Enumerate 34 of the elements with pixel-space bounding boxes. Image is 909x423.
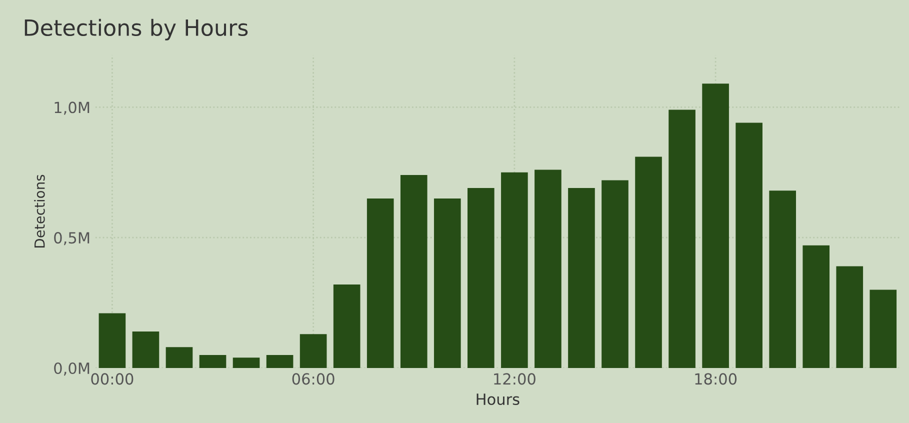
x-tick-label: 12:00 [494, 373, 536, 385]
bar [400, 174, 428, 368]
bar [534, 170, 562, 368]
y-tick-label: 0,5M [54, 232, 90, 246]
bar [568, 188, 595, 368]
bar [366, 198, 394, 368]
bar [736, 122, 762, 368]
bar [702, 84, 729, 368]
chart-title: Detections by Hours [24, 18, 248, 40]
bar [769, 190, 796, 368]
y-tick-label: 1,0M [54, 102, 90, 115]
bar [468, 188, 494, 368]
y-axis-title: Detections [34, 174, 45, 248]
x-tick-label: 00:00 [91, 373, 134, 385]
bar [836, 266, 864, 368]
bar [635, 156, 662, 368]
bar [300, 334, 327, 368]
x-tick-label: 18:00 [695, 373, 737, 385]
x-axis-title: Hours [476, 394, 520, 406]
bar [434, 198, 461, 368]
bar [668, 110, 696, 368]
bar [266, 354, 294, 368]
bar [870, 290, 897, 368]
bar [232, 358, 260, 368]
bar [166, 347, 193, 368]
y-tick-label: 0,0M [54, 362, 90, 376]
bar [802, 245, 830, 368]
x-tick-label: 06:00 [292, 373, 334, 385]
bar [199, 354, 226, 368]
bar [602, 180, 628, 368]
bar [98, 313, 126, 368]
bar [501, 172, 528, 368]
bar [132, 331, 160, 368]
bar [333, 284, 360, 368]
